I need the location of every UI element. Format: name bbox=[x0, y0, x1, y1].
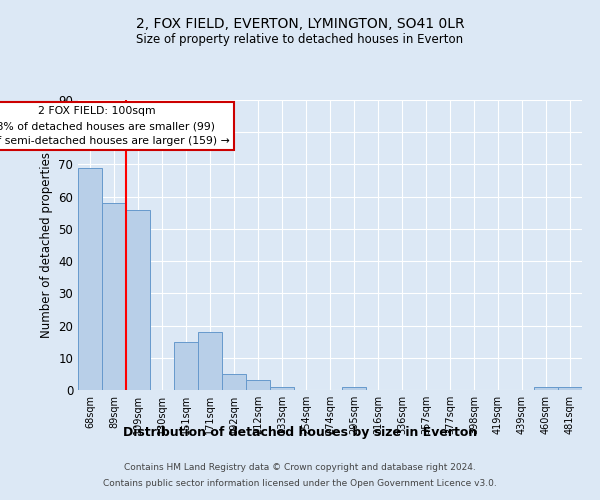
Bar bbox=[198, 332, 222, 390]
Bar bbox=[174, 342, 198, 390]
Bar bbox=[558, 387, 582, 390]
Text: Distribution of detached houses by size in Everton: Distribution of detached houses by size … bbox=[123, 426, 477, 439]
Bar bbox=[342, 387, 366, 390]
Text: 2 FOX FIELD: 100sqm
← 38% of detached houses are smaller (99)
61% of semi-detach: 2 FOX FIELD: 100sqm ← 38% of detached ho… bbox=[0, 106, 230, 146]
Bar bbox=[102, 203, 126, 390]
Y-axis label: Number of detached properties: Number of detached properties bbox=[40, 152, 53, 338]
Bar bbox=[534, 387, 558, 390]
Bar bbox=[270, 387, 294, 390]
Bar bbox=[222, 374, 246, 390]
Bar bbox=[78, 168, 102, 390]
Text: 2, FOX FIELD, EVERTON, LYMINGTON, SO41 0LR: 2, FOX FIELD, EVERTON, LYMINGTON, SO41 0… bbox=[136, 18, 464, 32]
Text: Contains HM Land Registry data © Crown copyright and database right 2024.: Contains HM Land Registry data © Crown c… bbox=[124, 464, 476, 472]
Text: Contains public sector information licensed under the Open Government Licence v3: Contains public sector information licen… bbox=[103, 478, 497, 488]
Text: Size of property relative to detached houses in Everton: Size of property relative to detached ho… bbox=[136, 32, 464, 46]
Bar bbox=[246, 380, 270, 390]
Bar bbox=[126, 210, 150, 390]
